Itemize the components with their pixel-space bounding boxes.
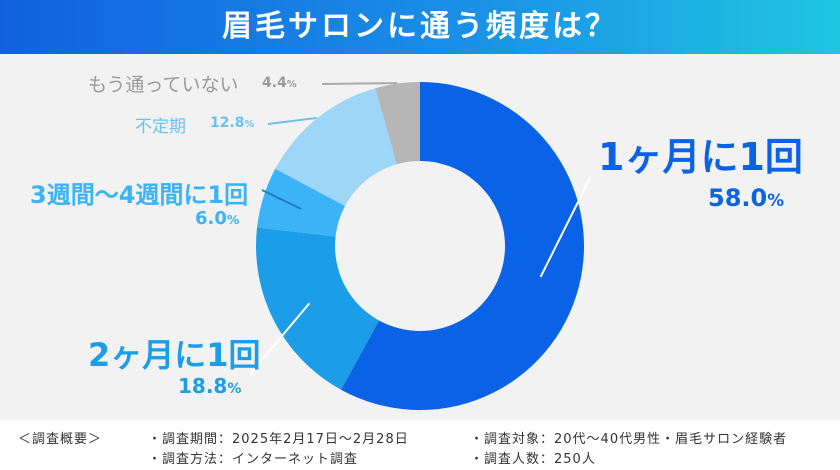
leader-line-1month	[539, 177, 591, 278]
leader-line-2month	[249, 302, 311, 375]
survey-method: ・調査方法：インターネット調査	[148, 452, 359, 467]
value-irregular: 12.8%	[210, 115, 255, 131]
summary-heading: ＜調査概要＞	[18, 432, 103, 447]
survey-target: ・調査対象：20代〜40代男性・眉毛サロン経験者	[470, 432, 788, 447]
value-stopped: 4.4%	[262, 75, 297, 91]
survey-summary: ＜調査概要＞ ・調査期間：2025年2月17日〜2月28日 ・調査対象：20代〜…	[0, 420, 840, 470]
leader-line-irregular	[267, 116, 317, 125]
label-2month: 2ヶ月に1回	[88, 336, 261, 374]
survey-count: ・調査人数：250人	[470, 452, 596, 467]
slice-stopped	[375, 82, 420, 165]
label-irregular: 不定期	[135, 117, 186, 137]
value-2month: 18.8%	[178, 374, 242, 398]
leader-line-3-4weeks	[261, 189, 302, 210]
label-stopped: もう通っていない	[88, 74, 239, 96]
slice-1month	[340, 82, 585, 411]
value-1month: 58.0%	[708, 184, 785, 212]
label-3-4weeks: 3週間〜4週間に1回	[30, 181, 249, 209]
survey-period: ・調査期間：2025年2月17日〜2月28日	[148, 432, 409, 447]
donut-chart	[249, 82, 591, 411]
label-1month: 1ヶ月に1回	[598, 135, 803, 179]
leader-line-stopped	[321, 82, 398, 85]
slice-3-4weeks	[257, 168, 346, 237]
chart-title: 眉毛サロンに通う頻度は？	[0, 0, 840, 54]
value-3-4weeks: 6.0%	[195, 208, 240, 229]
slice-2month	[256, 227, 380, 390]
slice-irregular	[275, 88, 397, 206]
